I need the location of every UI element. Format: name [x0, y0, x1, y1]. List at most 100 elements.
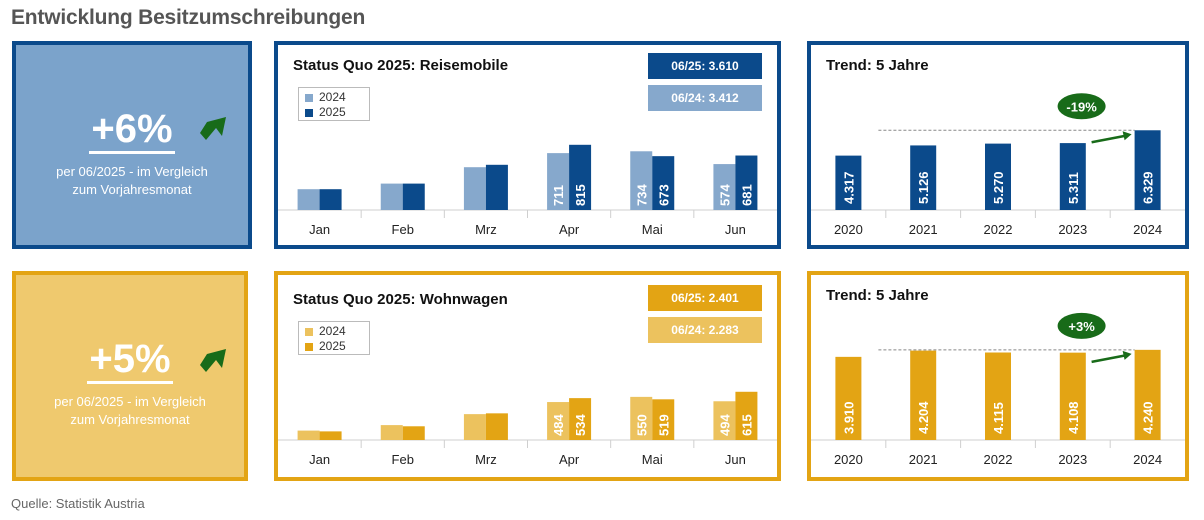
x-tick-label: 2022: [984, 452, 1013, 467]
bar-2023: [1059, 143, 1086, 210]
data-label: 5.270: [991, 171, 1006, 204]
bar-2025-mrz: [485, 413, 508, 440]
legend-swatch: [305, 108, 313, 117]
x-tick-label: Jan: [309, 452, 330, 467]
data-label: 484: [551, 414, 566, 436]
kpi-value: +5%: [16, 337, 244, 384]
data-label: 615: [739, 414, 754, 436]
legend-label: 2024: [319, 324, 346, 338]
data-label: 4.115: [991, 402, 1006, 434]
bar-2025-jan: [319, 189, 342, 210]
trend-bar-chart-reisemobile: 4.317 2020 5.126 2021 5.270 2022 5.311 2023 6.32…: [811, 93, 1185, 237]
bar-2021: [910, 145, 937, 210]
badge-2025: 06/25: 2.401: [648, 285, 762, 311]
x-tick-label: 2023: [1058, 452, 1087, 467]
data-label: 711: [551, 185, 566, 206]
data-label: 5.311: [1066, 172, 1081, 204]
x-tick-label: Mai: [642, 452, 663, 467]
bar-2024-jan: [297, 430, 320, 440]
bar-2025-mrz: [485, 164, 508, 210]
bar-2020: [835, 356, 862, 440]
panel-status-reisemobile: Status Quo 2025: Reisemobile 06/25: 3.61…: [274, 41, 781, 249]
kpi-value-text: +6%: [89, 107, 175, 154]
change-badge: [1057, 93, 1106, 120]
kpi-caption-line2: zum Vorjahresmonat: [70, 412, 190, 427]
legend-label: 2025: [319, 105, 346, 119]
bar-2024-apr: [547, 402, 570, 440]
panel-title: Status Quo 2025: Wohnwagen: [293, 291, 508, 308]
data-label: 815: [573, 184, 588, 206]
bar-2025-jan: [319, 431, 342, 440]
x-tick-label: 2024: [1133, 222, 1162, 237]
badge-2024: 06/24: 2.283: [648, 317, 762, 343]
data-label: 3.910: [841, 401, 856, 434]
panel-title: Trend: 5 Jahre: [826, 287, 929, 304]
page-title: Entwicklung Besitzumschreibungen: [11, 6, 366, 29]
panel-trend-wohnwagen: Trend: 5 Jahre 3.910 2020 4.204 2021 4.115 20…: [807, 271, 1189, 481]
badge-2025: 06/25: 3.610: [648, 53, 762, 79]
x-tick-label: 2021: [909, 452, 938, 467]
legend-item-2024: 2024: [305, 324, 346, 338]
panel-trend-reisemobile: Trend: 5 Jahre 4.317 2020 5.126 2021 5.270 20…: [807, 41, 1189, 249]
bar-2025-feb: [402, 426, 425, 440]
bar-2023: [1059, 352, 1086, 440]
bar-2024-jun: [713, 401, 736, 440]
bar-2025-jun: [735, 155, 758, 210]
bar-2025-mai: [652, 399, 675, 440]
kpi-value: +6%: [16, 107, 248, 154]
data-label: 4.240: [1141, 401, 1156, 434]
x-tick-label: Apr: [559, 452, 580, 467]
panel-status-wohnwagen: Status Quo 2025: Wohnwagen 06/25: 2.401 …: [274, 271, 781, 481]
up-arrow-icon: [200, 349, 226, 372]
panel-title: Status Quo 2025: Reisemobile: [293, 57, 509, 74]
kpi-card-wohnwagen: +5% per 06/2025 - im Vergleich zum Vorja…: [12, 271, 248, 481]
data-label: 534: [573, 414, 588, 436]
legend-item-2025: 2025: [305, 339, 346, 353]
legend-item-2024: 2024: [305, 90, 346, 104]
kpi-caption-line1: per 06/2025 - im Vergleich: [56, 164, 208, 179]
bar-2024-apr: [547, 153, 570, 210]
change-badge-label: +3%: [1068, 319, 1095, 334]
data-label: 4.317: [841, 171, 856, 204]
kpi-caption-line1: per 06/2025 - im Vergleich: [54, 394, 206, 409]
bar-2025-mai: [652, 156, 675, 210]
data-label: 6.329: [1141, 171, 1156, 204]
legend-swatch: [305, 327, 313, 336]
x-tick-label: Jun: [725, 222, 746, 237]
x-tick-label: 2023: [1058, 222, 1087, 237]
x-tick-label: 2021: [909, 222, 938, 237]
bar-2025-feb: [402, 183, 425, 210]
bar-2024-jan: [297, 189, 320, 210]
data-label: 494: [717, 414, 732, 436]
bar-2024-mai: [630, 151, 653, 210]
panel-title: Trend: 5 Jahre: [826, 57, 929, 74]
kpi-value-text: +5%: [87, 337, 173, 384]
change-badge: [1057, 312, 1106, 339]
trend-arrowhead-icon: [1122, 350, 1132, 360]
x-tick-label: Feb: [392, 452, 414, 467]
monthly-bar-chart-reisemobile: Jan Feb Mrz 711 815 Apr 734 673 Mai 574 681 Jun: [278, 144, 777, 237]
badge-2024: 06/24: 3.412: [648, 85, 762, 111]
data-label: 4.204: [916, 401, 931, 434]
data-label: 574: [717, 184, 732, 206]
legend-label: 2025: [319, 339, 346, 353]
bar-2025-apr: [569, 398, 592, 440]
trend-arrow-icon: [1091, 354, 1126, 364]
legend-swatch: [305, 93, 313, 102]
kpi-card-reisemobile: +6% per 06/2025 - im Vergleich zum Vorja…: [12, 41, 252, 249]
bar-2022: [985, 143, 1011, 210]
bar-2024-feb: [380, 425, 403, 440]
data-label: 4.108: [1066, 401, 1081, 434]
source-note: Quelle: Statistik Austria: [11, 496, 145, 511]
data-label: 734: [634, 184, 649, 206]
kpi-caption: per 06/2025 - im Vergleich zum Vorjahres…: [16, 393, 244, 429]
legend-item-2025: 2025: [305, 105, 346, 119]
legend-label: 2024: [319, 90, 346, 104]
x-tick-label: 2020: [834, 452, 863, 467]
bar-2025-jun: [735, 391, 758, 440]
chart-legend: 2024 2025: [298, 87, 370, 121]
x-tick-label: 2022: [984, 222, 1013, 237]
data-label: 5.126: [916, 171, 931, 204]
bar-2022: [985, 352, 1011, 440]
chart-legend: 2024 2025: [298, 321, 370, 355]
